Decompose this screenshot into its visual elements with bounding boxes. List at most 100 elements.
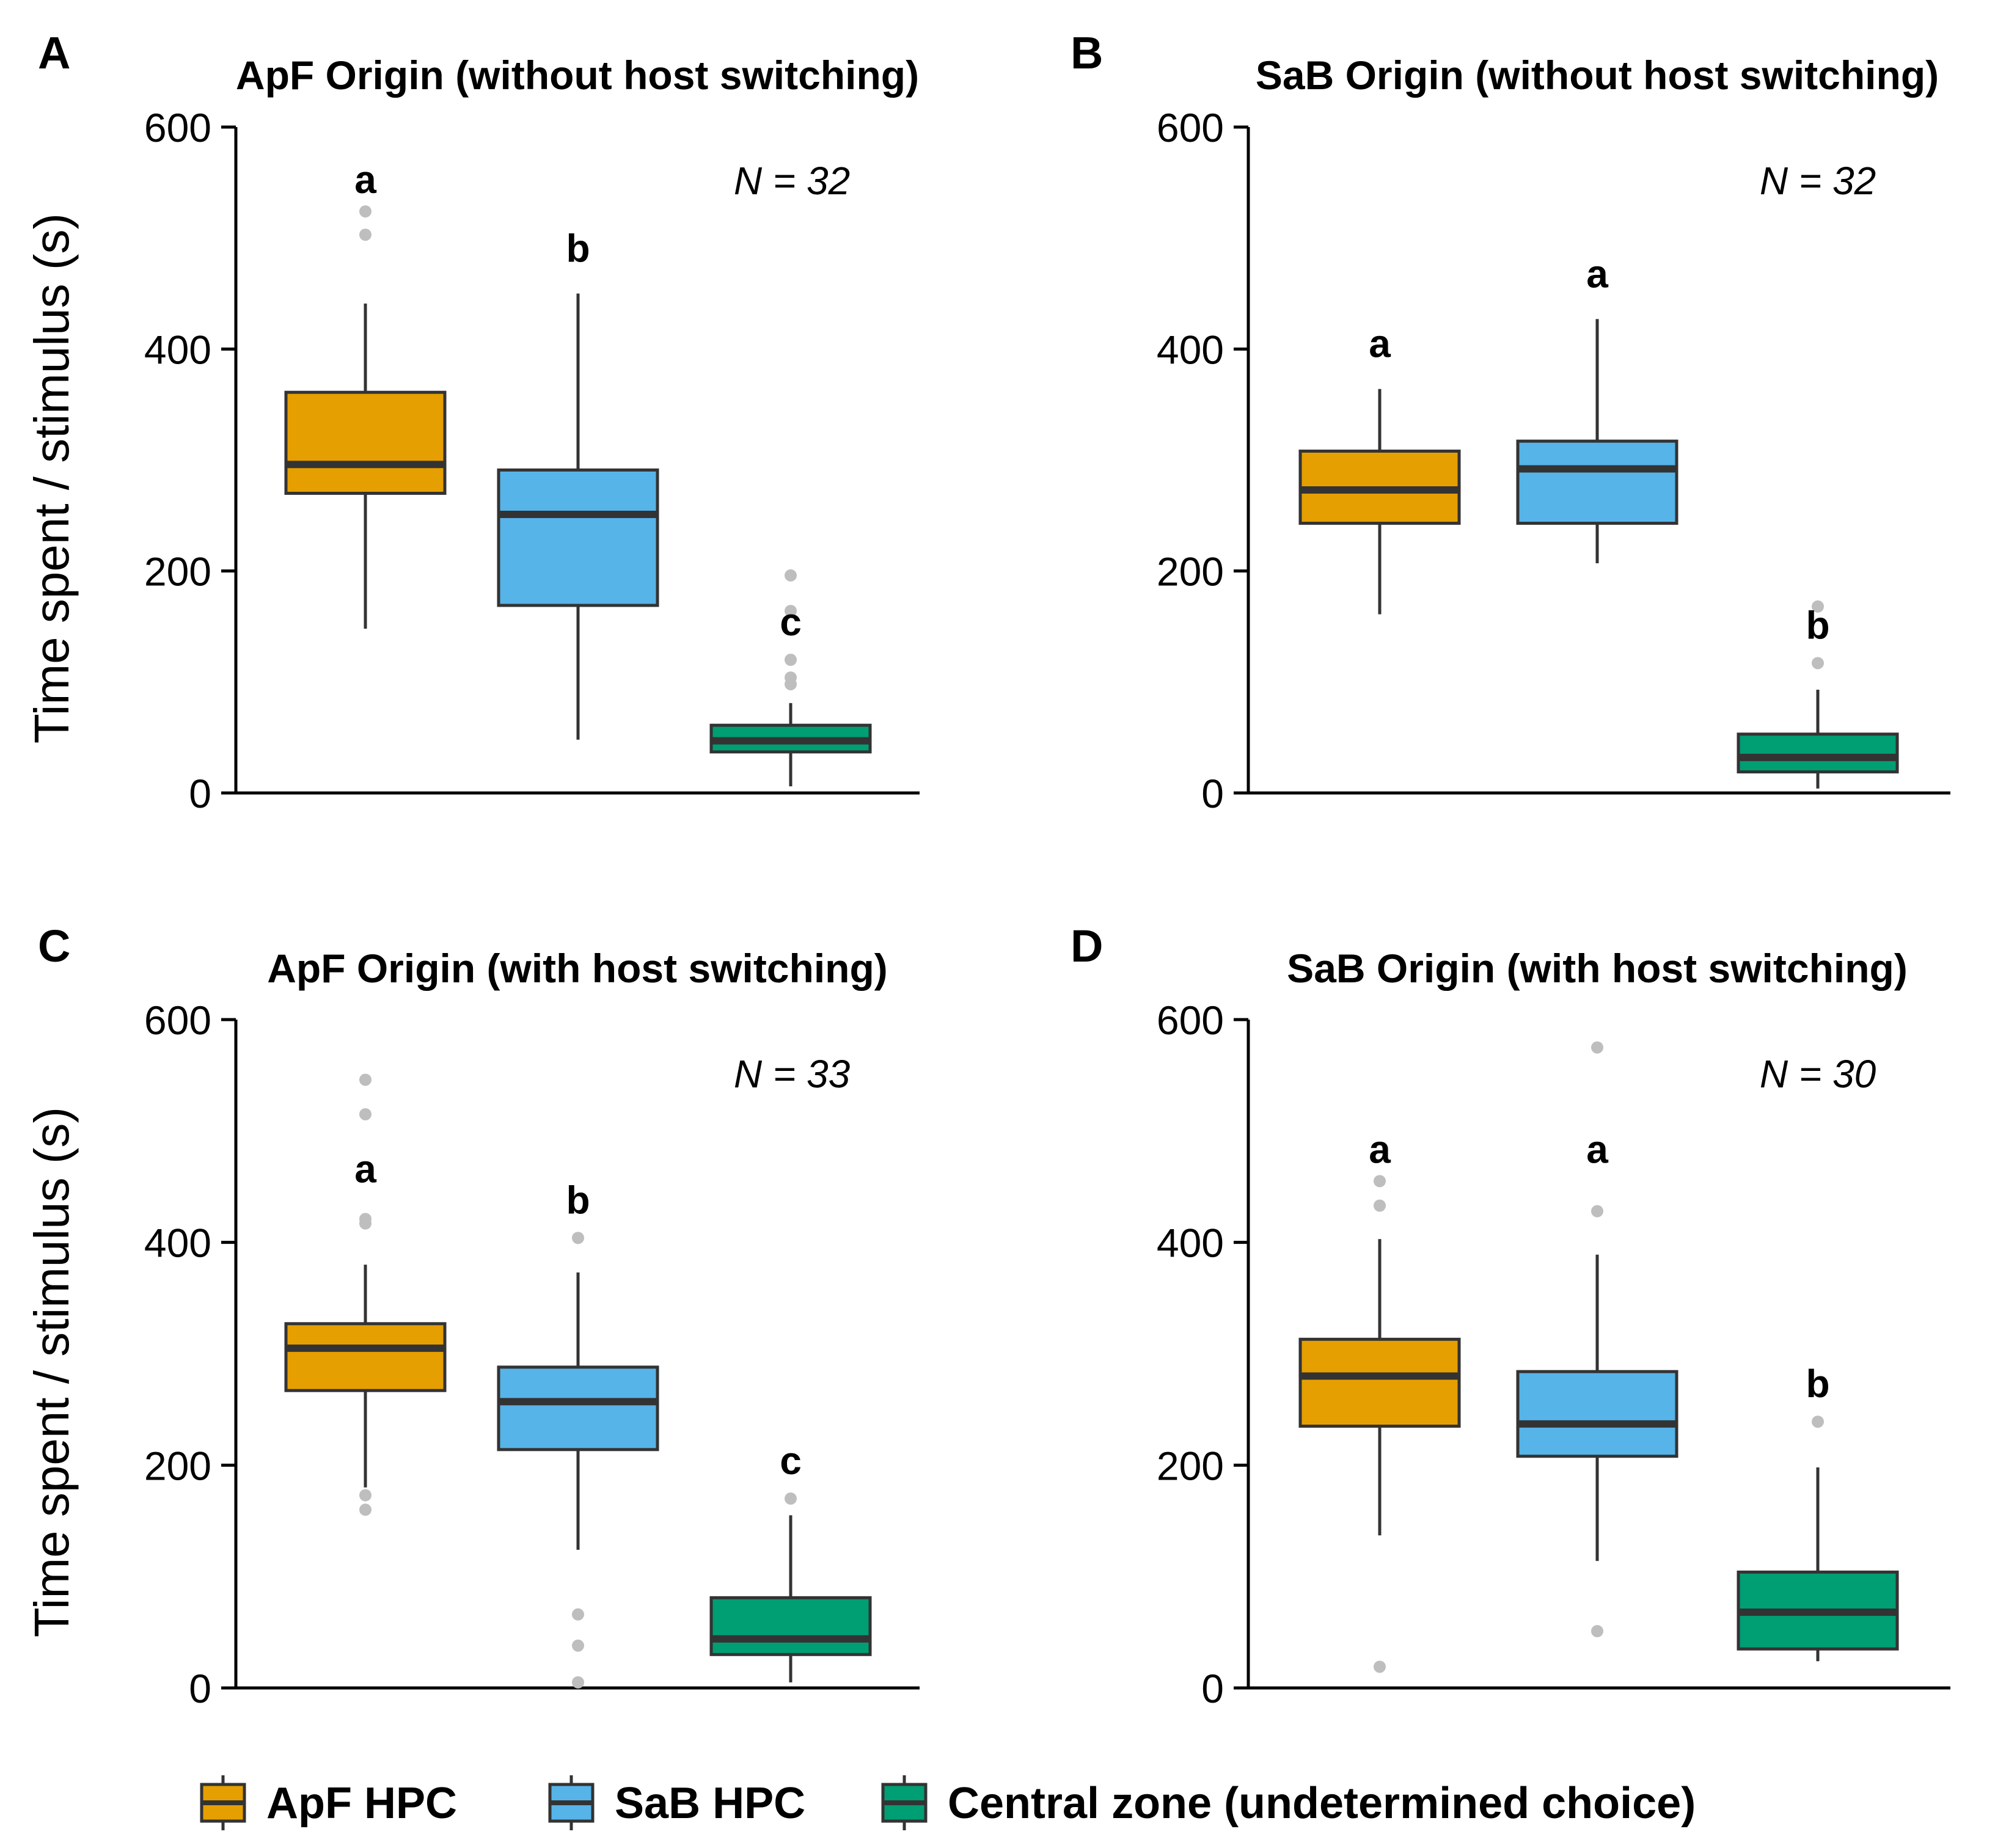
box-2: c (709, 569, 872, 787)
legend-item: ApF HPC (200, 1775, 457, 1830)
outlier-point (359, 1503, 372, 1516)
outlier-point (359, 1073, 372, 1086)
iqr-box (1516, 439, 1678, 525)
significance-letter: b (1806, 603, 1829, 647)
y-tick-label: 600 (1157, 998, 1224, 1043)
iqr-box (497, 468, 659, 607)
iqr-box (1737, 732, 1899, 773)
iqr-box (284, 1322, 447, 1392)
outlier-point (572, 1639, 584, 1652)
outlier-point (1812, 657, 1824, 670)
outlier-point (1374, 1199, 1386, 1212)
box-1: b (497, 1178, 659, 1689)
y-tick-label: 0 (189, 771, 211, 816)
significance-letter: a (354, 158, 376, 202)
y-tick-label: 400 (144, 327, 211, 372)
significance-letter: a (1586, 252, 1608, 296)
significance-letter: b (566, 1178, 590, 1222)
box-1: a (1516, 1041, 1678, 1638)
panel-A: A ApF Origin (without host switching) N = … (24, 27, 920, 816)
outlier-point (1812, 600, 1824, 613)
outlier-point (1812, 1415, 1824, 1428)
panel-title: SaB Origin (without host switching) (1256, 53, 1939, 98)
panel-title: ApF Origin (with host switching) (267, 946, 888, 991)
legend-item: SaB HPC (548, 1775, 805, 1830)
outlier-point (1591, 1625, 1603, 1638)
significance-letter: b (566, 227, 590, 271)
box-2: c (709, 1439, 872, 1682)
panel-title: SaB Origin (with host switching) (1287, 946, 1908, 991)
y-tick-label: 0 (1201, 1666, 1224, 1711)
y-tick-label: 600 (144, 105, 211, 150)
box-0: a (284, 158, 447, 629)
y-tick-label: 400 (1157, 327, 1224, 372)
sample-size-label: N = 32 (734, 159, 850, 203)
panel-label: A (38, 27, 70, 78)
outlier-point (785, 1492, 797, 1505)
iqr-box (1298, 1337, 1461, 1428)
outlier-point (359, 228, 372, 241)
significance-letter: c (780, 1439, 802, 1483)
box-0: a (1298, 1127, 1461, 1673)
outlier-point (572, 1232, 584, 1244)
outlier-point (359, 1489, 372, 1502)
y-tick-label: 200 (144, 549, 211, 594)
y-tick-label: 200 (144, 1443, 211, 1488)
sample-size-label: N = 30 (1760, 1052, 1876, 1096)
legend-item: Central zone (undetermined choice) (881, 1775, 1696, 1830)
sample-size-label: N = 33 (734, 1052, 851, 1096)
iqr-box (709, 1596, 872, 1656)
y-tick-label: 0 (189, 1666, 211, 1711)
panel-label: D (1071, 921, 1103, 971)
box-1: b (497, 227, 659, 740)
y-tick-label: 600 (144, 998, 211, 1043)
y-tick-label: 400 (144, 1221, 211, 1266)
significance-letter: c (780, 600, 802, 644)
y-tick-label: 400 (1157, 1221, 1224, 1266)
box-0: a (1298, 322, 1461, 615)
iqr-box (284, 390, 447, 495)
significance-letter: a (1369, 1127, 1391, 1171)
box-0: a (284, 1073, 447, 1516)
legend-label: Central zone (undetermined choice) (948, 1779, 1696, 1828)
outlier-point (359, 205, 372, 218)
outlier-point (785, 605, 797, 618)
y-tick-label: 200 (1157, 1443, 1224, 1488)
box-2: b (1737, 600, 1899, 789)
panel-D: D SaB Origin (with host switching) N = 30 0… (1071, 921, 1950, 1711)
significance-letter: a (354, 1147, 376, 1191)
y-tick-label: 600 (1157, 105, 1224, 150)
panel-label: B (1071, 27, 1103, 78)
y-axis-label: Time spent / stimulus (s) (24, 1107, 79, 1637)
panel-label: C (38, 921, 70, 971)
significance-letter: a (1586, 1127, 1608, 1171)
panel-B: B SaB Origin (without host switching) N = … (1071, 27, 1950, 816)
outlier-point (359, 1213, 372, 1225)
legend-label: ApF HPC (266, 1779, 457, 1828)
y-tick-label: 200 (1157, 549, 1224, 594)
outlier-point (1591, 1205, 1603, 1218)
box-1: a (1516, 252, 1678, 563)
sample-size-label: N = 32 (1760, 159, 1876, 203)
outlier-point (359, 1108, 372, 1120)
outlier-point (785, 654, 797, 666)
y-tick-label: 0 (1201, 771, 1224, 816)
outlier-point (572, 1676, 584, 1689)
panel-title: ApF Origin (without host switching) (236, 53, 919, 98)
outlier-point (1374, 1660, 1386, 1673)
significance-letter: b (1806, 1362, 1829, 1406)
iqr-box (497, 1365, 659, 1452)
panels: A ApF Origin (without host switching) N = … (24, 27, 1950, 1711)
y-axis-label: Time spent / stimulus (s) (24, 213, 79, 743)
significance-letter: a (1369, 322, 1391, 366)
box-2: b (1737, 1362, 1899, 1662)
outlier-point (572, 1608, 584, 1621)
outlier-point (1591, 1041, 1603, 1054)
outlier-point (785, 569, 797, 582)
outlier-point (1374, 1175, 1386, 1188)
legend: ApF HPC SaB HPC Central zone (undetermined… (200, 1775, 1696, 1830)
iqr-box (1516, 1370, 1678, 1458)
legend-label: SaB HPC (615, 1779, 805, 1828)
